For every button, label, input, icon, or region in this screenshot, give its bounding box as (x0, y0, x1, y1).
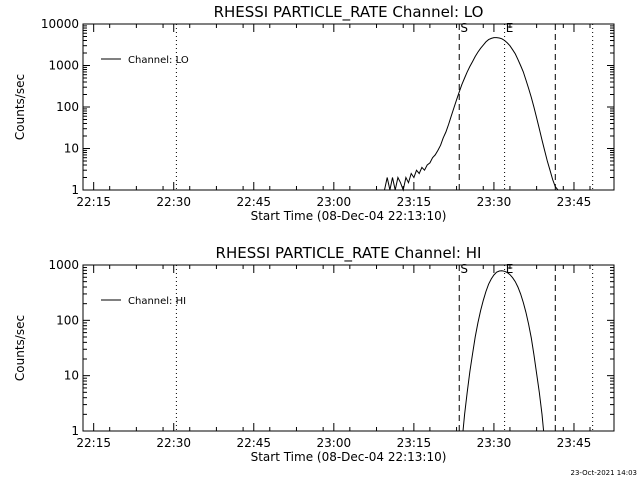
plot-frame (82, 264, 615, 432)
generation-timestamp: 23-Oct-2021 14:03 (571, 469, 637, 477)
y-tick-label: 1000 (48, 59, 79, 73)
series-line (462, 270, 545, 432)
x-tick-label: 23:45 (557, 436, 592, 450)
x-tick-label: 22:15 (76, 195, 111, 209)
x-tick-label: 22:30 (156, 436, 191, 450)
hi-channel-panel: RHESSI PARTICLE_RATE Channel: HI 1 10 100 10… (13, 244, 615, 464)
x-tick-label: 23:45 (557, 195, 592, 209)
x-tick-label: 23:00 (317, 436, 352, 450)
y-tick-label: 10 (64, 369, 79, 383)
series-line (384, 37, 559, 192)
y-tick-label: 10 (64, 142, 79, 156)
chart-title: RHESSI PARTICLE_RATE Channel: HI (216, 244, 482, 263)
y-tick-label: 100 (56, 100, 79, 114)
x-tick-label: 23:15 (397, 436, 432, 450)
marker-label: S (460, 21, 468, 35)
legend-label: Channel: HI (128, 296, 186, 307)
marker-label: S (460, 262, 468, 276)
x-tick-label: 23:15 (397, 195, 432, 209)
x-tick-label: 22:30 (156, 195, 191, 209)
lo-channel-panel: RHESSI PARTICLE_RATE Channel: LO 1 10 100 10… (13, 3, 615, 223)
y-tick-label: 100 (56, 313, 79, 327)
y-tick-label: 1 (71, 183, 79, 197)
legend-label: Channel: LO (128, 55, 189, 66)
y-tick-label: 1000 (48, 258, 79, 272)
marker-label: E (506, 21, 514, 35)
y-tick-label: 1 (71, 424, 79, 438)
marker-label: E (506, 262, 514, 276)
x-tick-label: 22:45 (236, 436, 271, 450)
x-tick-label: 23:30 (477, 195, 512, 209)
x-tick-label: 23:30 (477, 436, 512, 450)
y-axis-label: Counts/sec (13, 74, 27, 140)
x-tick-label: 22:15 (76, 436, 111, 450)
y-tick-label: 10000 (41, 17, 79, 31)
chart-title: RHESSI PARTICLE_RATE Channel: LO (214, 3, 484, 22)
x-axis-label: Start Time (08-Dec-04 22:13:10) (251, 209, 447, 223)
y-axis-label: Counts/sec (13, 315, 27, 381)
x-axis-label: Start Time (08-Dec-04 22:13:10) (251, 450, 447, 464)
x-tick-label: 23:00 (317, 195, 352, 209)
x-tick-label: 22:45 (236, 195, 271, 209)
